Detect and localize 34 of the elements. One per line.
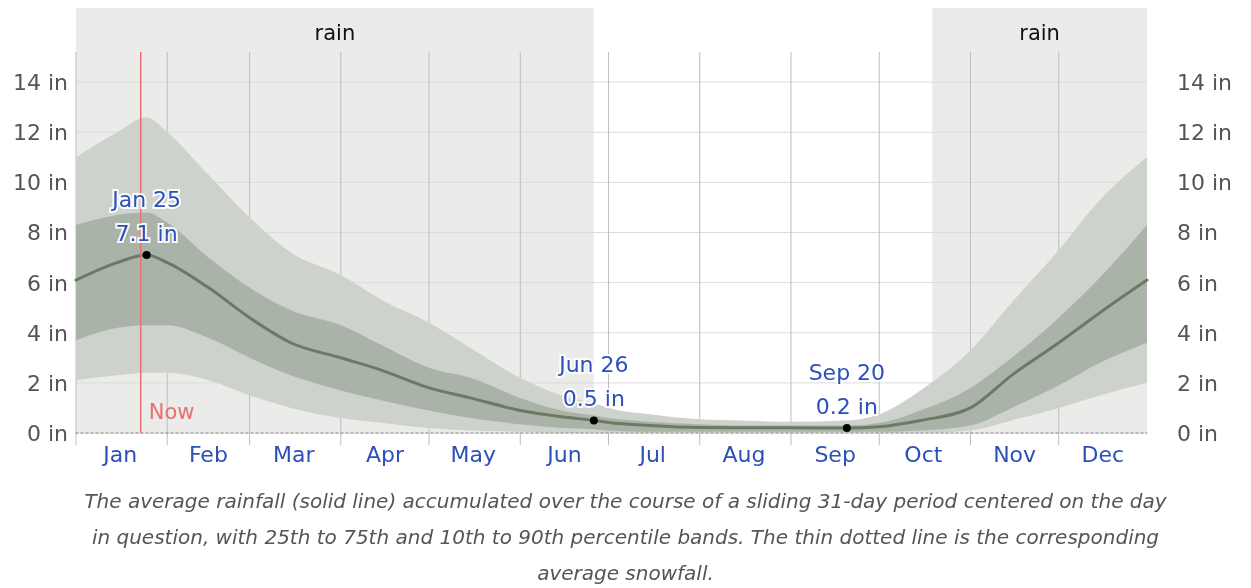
x-tick-label: Mar (272, 442, 316, 467)
y2-tick-label: 0 in (26, 421, 68, 446)
band-label: rain (1019, 21, 1060, 45)
y-tick-label: 14 in (1177, 70, 1233, 96)
x-tick-label: Feb (188, 442, 228, 467)
ref-line-label: Now (148, 400, 195, 424)
y2-tick-label: 10 in (12, 170, 68, 196)
y-tick-label: 2 in (1177, 370, 1219, 396)
x-tick-label: Jul (637, 442, 666, 467)
x-tick-label: Jan (101, 442, 138, 467)
y2-tick-label: 8 in (26, 220, 68, 246)
x-tick-label: Aug (722, 442, 766, 467)
x-tick-label: Oct (904, 442, 943, 467)
x-tick-label: Apr (365, 442, 405, 467)
x-tick-label: Nov (993, 442, 1037, 467)
y-tick-label: 8 in (1177, 220, 1219, 246)
text: The average rainfall (solid line) accumulated over the course of a sliding 31-day period centered on the day in question, with 25th to 75th and 10th to 90th percentile bands. The thin dotted line is the corresponding average snowfall. (84, 489, 1168, 585)
y2-tick-label: 6 in (26, 270, 68, 296)
y2-tick-label: 4 in (26, 320, 68, 346)
y-tick-label: 4 in (1177, 320, 1219, 346)
y-tick-label: 10 in (1177, 170, 1233, 196)
band-label: rain (314, 21, 356, 45)
y-tick-label: 6 in (1177, 270, 1219, 296)
x-tick-label: Jun (545, 442, 582, 467)
x-tick-label: Sep (814, 442, 856, 467)
x-tick-label: Dec (1081, 442, 1125, 467)
x-tick-label: May (450, 442, 496, 467)
annotation: Sep 20 0.2 in (808, 359, 886, 419)
y-tick-label: 0 in (1177, 421, 1219, 446)
y2-tick-label: 14 in (12, 70, 68, 96)
y-tick-label: 12 in (1177, 120, 1233, 146)
y2-tick-label: 12 in (12, 120, 68, 146)
y2-tick-label: 2 in (26, 370, 68, 396)
annotation: Jun 26 0.5 in (557, 352, 629, 412)
